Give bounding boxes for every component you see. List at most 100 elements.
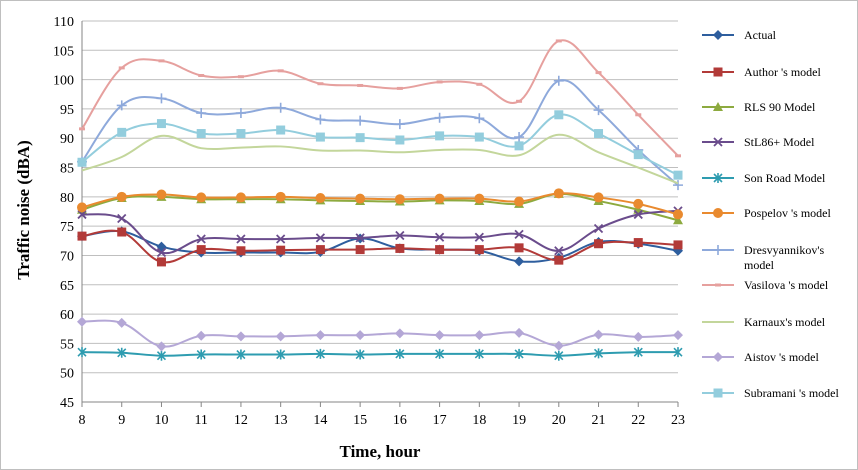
- data-point: [117, 127, 127, 137]
- data-point: [156, 189, 167, 200]
- x-tick-label: 19: [512, 413, 526, 428]
- legend-marker: [713, 67, 723, 77]
- data-point: [77, 209, 87, 220]
- x-tick-label: 17: [433, 413, 447, 428]
- legend: Actual Author 's model RLS 90 Model StL86+ …: [702, 28, 839, 400]
- legend-label: Subramani 's model: [744, 386, 839, 400]
- data-point: [235, 331, 246, 342]
- data-point: [315, 132, 325, 142]
- y-tick-label: 55: [60, 337, 74, 352]
- data-point: [435, 245, 445, 255]
- y-tick-label: 50: [60, 367, 74, 382]
- data-point: [593, 348, 604, 359]
- legend-entry: Karnaux's model: [702, 315, 826, 329]
- data-point: [355, 233, 365, 243]
- data-point: [593, 329, 604, 340]
- series-line: [81, 39, 679, 157]
- data-point: [196, 330, 207, 341]
- y-axis-title: Traffic noise (dBA): [14, 140, 33, 279]
- data-point: [355, 330, 366, 341]
- data-point: [355, 349, 365, 360]
- y-tick-label: 60: [60, 308, 74, 323]
- legend-marker: [713, 245, 723, 255]
- series-1: [77, 227, 683, 267]
- series-line: [81, 319, 679, 348]
- data-point: [77, 316, 87, 327]
- legend-marker: [713, 173, 723, 183]
- data-point: [395, 348, 405, 359]
- data-point: [315, 348, 325, 359]
- data-point: [554, 246, 564, 256]
- data-point: [633, 209, 643, 220]
- data-point: [434, 193, 445, 204]
- data-point: [554, 350, 564, 361]
- legend-marker: [713, 388, 723, 398]
- x-tick-label: 9: [118, 413, 125, 428]
- data-point: [435, 131, 445, 141]
- data-point: [156, 341, 167, 352]
- series-lines: [77, 39, 683, 361]
- data-point: [395, 135, 405, 145]
- legend-entry: Pospelov 's model: [702, 206, 831, 220]
- data-point: [514, 141, 524, 151]
- legend-label: Vasilova 's model: [744, 278, 829, 292]
- x-tick-label: 8: [79, 413, 86, 428]
- x-tick-label: 12: [234, 413, 248, 428]
- y-tick-label: 75: [60, 220, 74, 235]
- legend-entry: Author 's model: [702, 65, 821, 79]
- data-point: [434, 112, 445, 123]
- data-point: [196, 245, 206, 255]
- legend-entry: StL86+ Model: [702, 135, 815, 149]
- x-tick-label: 23: [671, 413, 685, 428]
- series-line: [81, 229, 679, 264]
- legend-label: Son Road Model: [744, 171, 826, 185]
- data-point: [434, 232, 445, 242]
- data-point: [633, 238, 643, 248]
- legend-entry: Aistov 's model: [702, 350, 819, 364]
- y-tick-label: 100: [53, 74, 74, 89]
- data-point: [116, 317, 127, 328]
- series-line: [81, 79, 679, 186]
- data-point: [593, 192, 604, 203]
- data-point: [355, 133, 365, 143]
- data-point: [315, 330, 326, 341]
- y-tick-label: 110: [54, 15, 74, 30]
- data-point: [196, 234, 206, 244]
- series-9: [77, 316, 683, 352]
- data-point: [434, 330, 445, 341]
- series-line: [81, 351, 679, 357]
- data-point: [553, 188, 564, 199]
- data-point: [315, 245, 325, 255]
- data-point: [514, 243, 524, 253]
- x-tick-label: 22: [631, 413, 645, 428]
- data-point: [474, 132, 484, 142]
- series-8: [81, 133, 679, 185]
- series-line: [81, 192, 679, 222]
- data-point: [673, 330, 683, 341]
- y-tick-label: 95: [60, 103, 74, 118]
- legend-label: Karnaux's model: [744, 315, 826, 329]
- data-point: [196, 129, 206, 139]
- legend-entry: Subramani 's model: [702, 386, 839, 400]
- y-tick-label: 90: [60, 132, 74, 147]
- data-point: [673, 215, 683, 225]
- series-7: [79, 39, 681, 158]
- legend-marker: [713, 102, 723, 111]
- legend-label: Dresvyannikov's model: [744, 243, 824, 272]
- data-point: [77, 202, 87, 213]
- data-point: [474, 245, 484, 255]
- x-tick-label: 21: [592, 413, 606, 428]
- legend-entry: Vasilova 's model: [702, 278, 829, 292]
- y-tick-label: 65: [60, 279, 74, 294]
- data-point: [315, 233, 326, 243]
- data-point: [673, 170, 683, 180]
- data-point: [77, 347, 87, 358]
- series-line: [81, 230, 679, 263]
- data-point: [633, 347, 643, 358]
- data-point: [276, 125, 286, 135]
- data-point: [514, 132, 525, 143]
- data-point: [117, 227, 127, 237]
- data-point: [593, 105, 604, 116]
- data-point: [394, 194, 405, 205]
- legend-label: StL86+ Model: [744, 135, 815, 149]
